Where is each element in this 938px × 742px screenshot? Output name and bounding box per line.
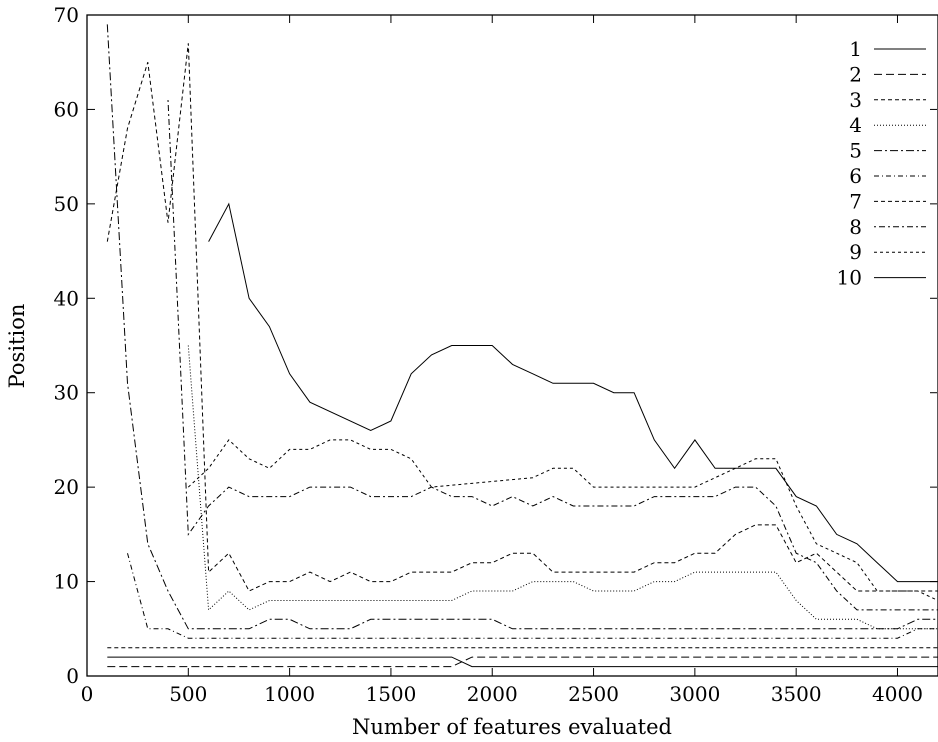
y-tick-label: 60 <box>54 97 79 121</box>
legend-label: 3 <box>849 88 862 112</box>
series-line-5 <box>106 24 938 630</box>
y-tick-label: 70 <box>54 3 79 27</box>
x-tick-label: 3000 <box>669 682 720 706</box>
series-line-1 <box>107 656 938 668</box>
y-tick-label: 30 <box>54 381 79 405</box>
legend-label: 7 <box>849 189 862 213</box>
legend-label: 6 <box>849 164 862 188</box>
y-axis-label: Position <box>5 304 29 389</box>
x-tick-label: 2500 <box>568 682 619 706</box>
legend-label: 9 <box>849 240 862 264</box>
axes: 0 500 1000 1500 2000 2500 3000 3500 4000 0 10 20 30 4… <box>54 3 937 706</box>
legend-label: 5 <box>849 139 862 163</box>
legend-label: 8 <box>849 215 862 239</box>
y-tick-label: 10 <box>54 570 79 594</box>
legend-label: 2 <box>849 62 862 86</box>
series-line-2 <box>107 656 938 668</box>
y-tick-label: 20 <box>54 475 79 499</box>
legend-label: 4 <box>849 113 862 137</box>
series-line-9 <box>187 439 938 601</box>
series-line-4 <box>187 345 938 630</box>
x-tick-label: 0 <box>81 682 94 706</box>
y-tick-label: 50 <box>54 192 79 216</box>
plot-frame <box>86 14 938 677</box>
x-tick-label: 2000 <box>467 682 518 706</box>
x-tick-label: 1500 <box>365 682 416 706</box>
series-line-10 <box>208 202 938 583</box>
series-group <box>106 24 938 668</box>
x-tick-label: 500 <box>169 682 207 706</box>
y-tick-label: 40 <box>54 286 79 310</box>
y-tick-label: 0 <box>66 664 79 688</box>
legend-label: 10 <box>837 266 862 290</box>
x-tick-label: 3500 <box>771 682 822 706</box>
x-tick-label: 4000 <box>872 682 923 706</box>
legend-label: 1 <box>849 37 862 61</box>
series-line-8 <box>167 99 938 611</box>
series-line-6 <box>127 553 938 639</box>
series-line-7 <box>106 43 938 592</box>
x-tick-label: 1000 <box>264 682 315 706</box>
x-axis-label: Number of features evaluated <box>352 715 672 739</box>
